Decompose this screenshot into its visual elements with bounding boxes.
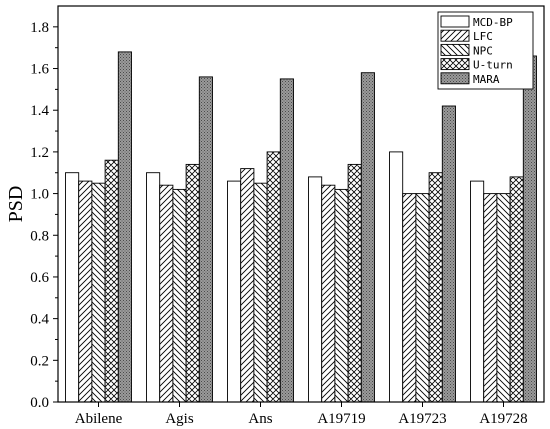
y-tick-label: 0.4 (30, 312, 49, 328)
bar-npc-abilene (91, 182, 106, 403)
bar-npc-a19728 (496, 193, 511, 403)
bar-mara-a19723 (441, 105, 456, 403)
bar-mara-abilene (117, 51, 132, 403)
y-tick-label: 0.2 (30, 353, 49, 369)
bar-lfc-ans (240, 168, 255, 403)
bar-lfc-a19719 (321, 184, 336, 403)
bar-u-turn-a19723 (428, 172, 443, 403)
bar-npc-a19719 (334, 188, 349, 403)
x-tick-label: A19723 (398, 411, 446, 427)
bar-npc-agis (172, 188, 187, 403)
bar-u-turn-ans (266, 151, 281, 403)
y-tick-label: 1.2 (30, 145, 49, 161)
bar-mara-a19728 (522, 55, 537, 403)
x-tick-label: A19728 (479, 411, 527, 427)
bar-mcd-bp-agis (146, 172, 161, 403)
legend-swatch-npc (440, 43, 470, 56)
x-tick-label: A19719 (317, 411, 365, 427)
y-tick-label: 1.6 (30, 62, 49, 78)
bar-lfc-a19723 (402, 193, 417, 403)
bar-mara-agis (198, 76, 213, 403)
y-tick-label: 1.0 (30, 187, 49, 203)
legend-swatch-lfc (440, 29, 470, 42)
bar-lfc-a19728 (483, 193, 498, 403)
y-tick-label: 0.6 (30, 270, 49, 286)
bar-mcd-bp-abilene (65, 172, 80, 403)
bar-u-turn-abilene (104, 159, 119, 403)
plot-frame (57, 5, 545, 403)
legend-label: MCD-BP (473, 16, 513, 29)
legend-label: MARA (473, 73, 500, 86)
bar-mcd-bp-a19723 (389, 151, 404, 403)
bar-npc-a19723 (415, 193, 430, 403)
axes-layer: Abilene Agis Ans A19719 A19723 A19728 0.0 0.2 0.… (5, 5, 545, 427)
bar-lfc-agis (159, 184, 174, 403)
x-tick-label: Agis (165, 411, 194, 427)
bar-lfc-abilene (78, 180, 93, 403)
y-tick-label: 1.4 (30, 103, 49, 119)
y-axis-label: PSD (5, 186, 27, 223)
y-tick-label: 1.8 (30, 20, 49, 36)
bar-u-turn-a19728 (509, 176, 524, 403)
legend-swatch-mara (440, 72, 470, 85)
bar-mcd-bp-a19728 (470, 180, 485, 403)
bars-layer (65, 51, 537, 403)
bar-mara-ans (279, 78, 294, 403)
bar-mcd-bp-a19719 (308, 176, 323, 403)
legend-swatch-u-turn (440, 58, 470, 71)
bar-u-turn-a19719 (347, 163, 362, 403)
x-tick-label: Abilene (75, 411, 123, 427)
bar-mcd-bp-ans (227, 180, 242, 403)
bar-u-turn-agis (185, 163, 200, 403)
legend-label: NPC (473, 44, 493, 57)
y-tick-label: 0.0 (30, 395, 49, 411)
bar-mara-a19719 (360, 72, 375, 403)
legend-label: LFC (473, 30, 493, 43)
x-tick-label: Ans (248, 411, 272, 427)
legend-swatch-mcd-bp (440, 15, 470, 28)
y-tick-label: 0.8 (30, 228, 49, 244)
legend-label: U-turn (473, 59, 513, 72)
bar-npc-ans (253, 182, 268, 403)
